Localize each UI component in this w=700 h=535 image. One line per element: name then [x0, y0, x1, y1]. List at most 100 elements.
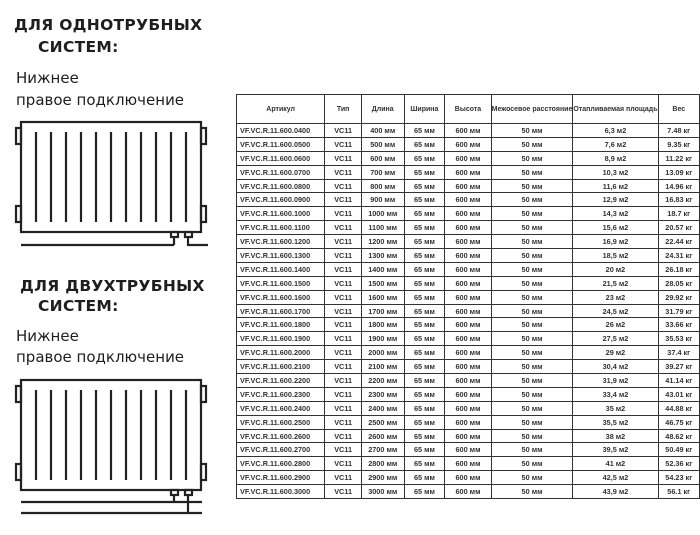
table-cell: 1700 мм	[360, 303, 405, 319]
table-cell: 1800 мм	[360, 317, 405, 333]
table-cell: 54.23 кг	[657, 470, 700, 486]
table-cell: 50 мм	[490, 289, 574, 305]
table-cell: 23 м2	[572, 289, 659, 305]
table-cell: 35 м2	[572, 400, 659, 416]
table-cell: 65 мм	[403, 442, 446, 458]
table-row: VF.VC.R.11.600.0500 VC11 500 мм 65 мм 600 мм…	[235, 136, 700, 152]
table-cell: VC11	[324, 456, 362, 472]
table-cell: 600 мм	[444, 345, 492, 361]
table-cell: 33,4 м2	[572, 386, 659, 402]
table-row: VF.VC.R.11.600.1700 VC11 1700 мм 65 мм 600 м…	[235, 303, 700, 319]
table-cell: VF.VC.R.11.600.1400	[235, 261, 326, 277]
radiator-specs-table: Артикул Тип Длина Ширина Высота Межосевое рас…	[235, 94, 700, 500]
table-cell: VC11	[324, 386, 362, 402]
table-cell: 600 мм	[444, 442, 492, 458]
table-row: VF.VC.R.11.600.0800 VC11 800 мм 65 мм 600 мм…	[235, 178, 700, 194]
table-cell: 65 мм	[403, 386, 446, 402]
table-cell: 65 мм	[403, 400, 446, 416]
table-row: VF.VC.R.11.600.1900 VC11 1900 мм 65 мм 600 м…	[235, 331, 700, 347]
table-cell: VF.VC.R.11.600.2500	[235, 414, 326, 430]
table-row: VF.VC.R.11.600.1500 VC11 1500 мм 65 мм 600 м…	[235, 275, 700, 291]
table-cell: 600 мм	[444, 386, 492, 402]
column-header: Отапливаемая площадь	[572, 94, 659, 124]
table-cell: 43,9 м2	[572, 484, 659, 500]
table-cell: 50 мм	[490, 428, 574, 444]
table-cell: 26 м2	[572, 317, 659, 333]
table-cell: 50 мм	[490, 400, 574, 416]
table-cell: 600 мм	[444, 192, 492, 208]
table-cell: 800 мм	[360, 178, 405, 194]
table-cell: 600 мм	[444, 331, 492, 347]
table-cell: 39.27 кг	[657, 359, 700, 375]
table-cell: VF.VC.R.11.600.1800	[235, 317, 326, 333]
table-cell: VC11	[324, 261, 362, 277]
table-cell: 65 мм	[403, 470, 446, 486]
table-row: VF.VC.R.11.600.2200 VC11 2200 мм 65 мм 600 м…	[235, 373, 700, 388]
table-cell: 28.05 кг	[657, 275, 700, 291]
table-cell: 35.53 кг	[657, 331, 700, 347]
section2-title-line1: ДЛЯ ДВУХТРУБНЫХ	[20, 277, 205, 295]
table-cell: 600 мм	[444, 484, 492, 500]
table-cell: VC11	[324, 428, 362, 444]
table-cell: 600 мм	[444, 150, 492, 166]
table-cell: 6,3 м2	[572, 123, 659, 138]
table-cell: 600 мм	[444, 317, 492, 333]
table-cell: 2800 мм	[360, 456, 405, 472]
table-cell: 50.49 кг	[657, 442, 700, 458]
table-cell: 900 мм	[360, 192, 405, 208]
table-cell: 41.14 кг	[657, 373, 700, 388]
table-row: VF.VC.R.11.600.1300 VC11 1300 мм 65 мм 600 м…	[235, 248, 700, 263]
section1-subtitle-line2: правое подключение	[16, 91, 185, 109]
table-cell: 65 мм	[403, 317, 446, 333]
table-cell: 50 мм	[490, 206, 574, 222]
table-row: VF.VC.R.11.600.2100 VC11 2100 мм 65 мм 600 м…	[235, 359, 700, 375]
table-cell: VC11	[324, 289, 362, 305]
table-cell: 16,9 м2	[572, 234, 659, 250]
table-cell: VC11	[324, 248, 362, 263]
table-cell: 12,9 м2	[572, 192, 659, 208]
table-cell: VC11	[324, 206, 362, 222]
table-cell: VF.VC.R.11.600.0400	[235, 123, 326, 138]
table-cell: 65 мм	[403, 275, 446, 291]
table-cell: 43.01 кг	[657, 386, 700, 402]
table-cell: 65 мм	[403, 331, 446, 347]
table-cell: 13.09 кг	[657, 164, 700, 180]
table-cell: 44.88 кг	[657, 400, 700, 416]
table-cell: 600 мм	[444, 303, 492, 319]
table-cell: VF.VC.R.11.600.2600	[235, 428, 326, 444]
table-cell: 24,5 м2	[572, 303, 659, 319]
table-cell: 41 м2	[572, 456, 659, 472]
table-cell: 1300 мм	[360, 248, 405, 263]
table-cell: VC11	[324, 359, 362, 375]
table-row: VF.VC.R.11.600.1000 VC11 1000 мм 65 мм 600 м…	[235, 206, 700, 222]
table-cell: 600 мм	[444, 220, 492, 236]
table-cell: 20 м2	[572, 261, 659, 277]
table-cell: 50 мм	[490, 303, 574, 319]
table-cell: 2000 мм	[360, 345, 405, 361]
table-cell: 2700 мм	[360, 442, 405, 458]
table-cell: 600 мм	[444, 373, 492, 388]
single-pipe-radiator-diagram	[14, 120, 208, 247]
table-cell: VC11	[324, 164, 362, 180]
table-cell: 65 мм	[403, 248, 446, 263]
column-header: Длина	[360, 94, 405, 124]
table-cell: 65 мм	[403, 261, 446, 277]
table-cell: 65 мм	[403, 303, 446, 319]
table-cell: 65 мм	[403, 359, 446, 375]
table-cell: 65 мм	[403, 456, 446, 472]
table-cell: 33.66 кг	[657, 317, 700, 333]
table-cell: VF.VC.R.11.600.2700	[235, 442, 326, 458]
table-cell: 2200 мм	[360, 373, 405, 388]
two-pipe-radiator-diagram	[14, 378, 208, 515]
table-cell: 600 мм	[444, 248, 492, 263]
column-header: Артикул	[235, 94, 326, 124]
table-row: VF.VC.R.11.600.0400 VC11 400 мм 65 мм 600 мм…	[235, 123, 700, 138]
table-cell: 2600 мм	[360, 428, 405, 444]
table-cell: 21,5 м2	[572, 275, 659, 291]
table-cell: 65 мм	[403, 414, 446, 430]
table-cell: VC11	[324, 345, 362, 361]
table-cell: VC11	[324, 136, 362, 152]
table-cell: 65 мм	[403, 289, 446, 305]
table-row: VF.VC.R.11.600.2700 VC11 2700 мм 65 мм 600 м…	[235, 442, 700, 458]
table-cell: VF.VC.R.11.600.2200	[235, 373, 326, 388]
